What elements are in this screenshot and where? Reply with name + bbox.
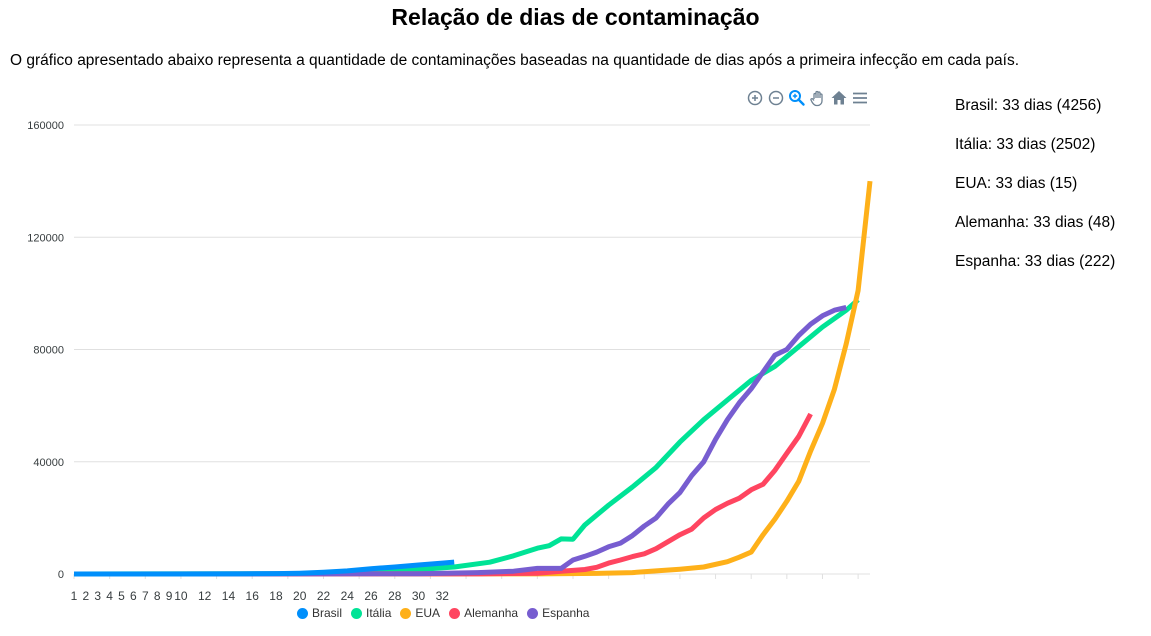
menu-icon[interactable]: [851, 89, 869, 107]
x-tick-label: 22: [317, 589, 331, 603]
stat-eua: EUA: 33 dias (15): [955, 175, 1078, 192]
stat-italia: Itália: 33 dias (2502): [955, 136, 1096, 153]
y-tick-label: 160000: [27, 120, 64, 132]
zoom-in-icon[interactable]: [746, 89, 764, 107]
x-tick-label: 5: [118, 589, 125, 603]
page-title: Relação de dias de contaminação: [391, 4, 760, 30]
stat-alemanha: Alemanha: 33 dias (48): [955, 214, 1116, 231]
grid-lines: [74, 124, 870, 575]
series-line-espanha[interactable]: [73, 304, 847, 577]
x-tick-label: 7: [142, 589, 149, 603]
y-tick-label: 120000: [27, 232, 64, 244]
x-tick-label: 14: [222, 589, 236, 603]
x-tick-label: 18: [269, 589, 283, 603]
x-tick-label: 3: [94, 589, 101, 603]
legend-label-eua: EUA: [415, 606, 441, 620]
x-tick-label: 1: [71, 589, 78, 603]
legend-marker-brasil: [297, 607, 308, 619]
series-line-alemanha[interactable]: [73, 412, 813, 577]
legend-label-alemanha: Alemanha: [464, 606, 519, 620]
legend-label-espanha: Espanha: [542, 606, 590, 620]
x-tick-label: 2: [83, 589, 90, 603]
series-lines[interactable]: [73, 180, 873, 577]
stat-brasil: Brasil: 33 dias (4256): [955, 97, 1102, 114]
series-line-italia[interactable]: [73, 297, 860, 577]
legend-marker-italia: [351, 607, 363, 619]
x-tick-label: 6: [130, 589, 137, 603]
legend-marker-espanha: [527, 607, 539, 619]
legend-marker-eua: [400, 607, 412, 619]
y-tick-label: 40000: [33, 457, 64, 469]
y-tick-label: 0: [58, 569, 64, 581]
x-tick-label: 20: [293, 589, 307, 603]
series-line-brasil[interactable]: [74, 559, 455, 577]
legend-label-brasil: Brasil: [312, 606, 343, 620]
y-tick-label: 80000: [33, 345, 64, 357]
selection-zoom-icon[interactable]: [788, 89, 806, 107]
legend-marker-alemanha: [449, 607, 461, 619]
country-stats-panel: Brasil: 33 dias (4256) Itália: 33 dias (…: [955, 96, 1115, 291]
chart-legend: Brasil Itália EUA Alemanha Espanha: [297, 606, 598, 620]
x-tick-label: 16: [246, 589, 260, 603]
legend-label-italia: Itália: [366, 606, 392, 620]
x-tick-label: 8: [154, 589, 161, 603]
legend-item-espanha[interactable]: Espanha: [527, 606, 589, 620]
pan-hand-icon[interactable]: [809, 89, 827, 107]
x-tick-label: 28: [388, 589, 402, 603]
chart-description: O gráfico apresentado abaixo representa …: [10, 52, 1020, 69]
x-tick-label: 32: [436, 589, 450, 603]
legend-item-italia[interactable]: Itália: [351, 606, 391, 620]
x-tick-label: 24: [341, 589, 355, 603]
home-reset-icon[interactable]: [830, 89, 848, 107]
x-tick-label: 10: [174, 589, 188, 603]
legend-item-brasil[interactable]: Brasil: [297, 606, 342, 620]
chart-toolbar: [746, 88, 869, 108]
x-tick-label: 9: [166, 589, 173, 603]
stat-espanha: Espanha: 33 dias (222): [955, 253, 1116, 270]
x-tick-label: 4: [106, 589, 113, 603]
x-tick-label: 12: [198, 589, 212, 603]
x-tick-label: 30: [412, 589, 426, 603]
series-line-eua[interactable]: [73, 180, 873, 577]
x-tick-label: 26: [364, 589, 378, 603]
legend-item-eua[interactable]: EUA: [400, 606, 440, 620]
zoom-out-icon[interactable]: [767, 89, 785, 107]
legend-item-alemanha[interactable]: Alemanha: [449, 606, 518, 620]
